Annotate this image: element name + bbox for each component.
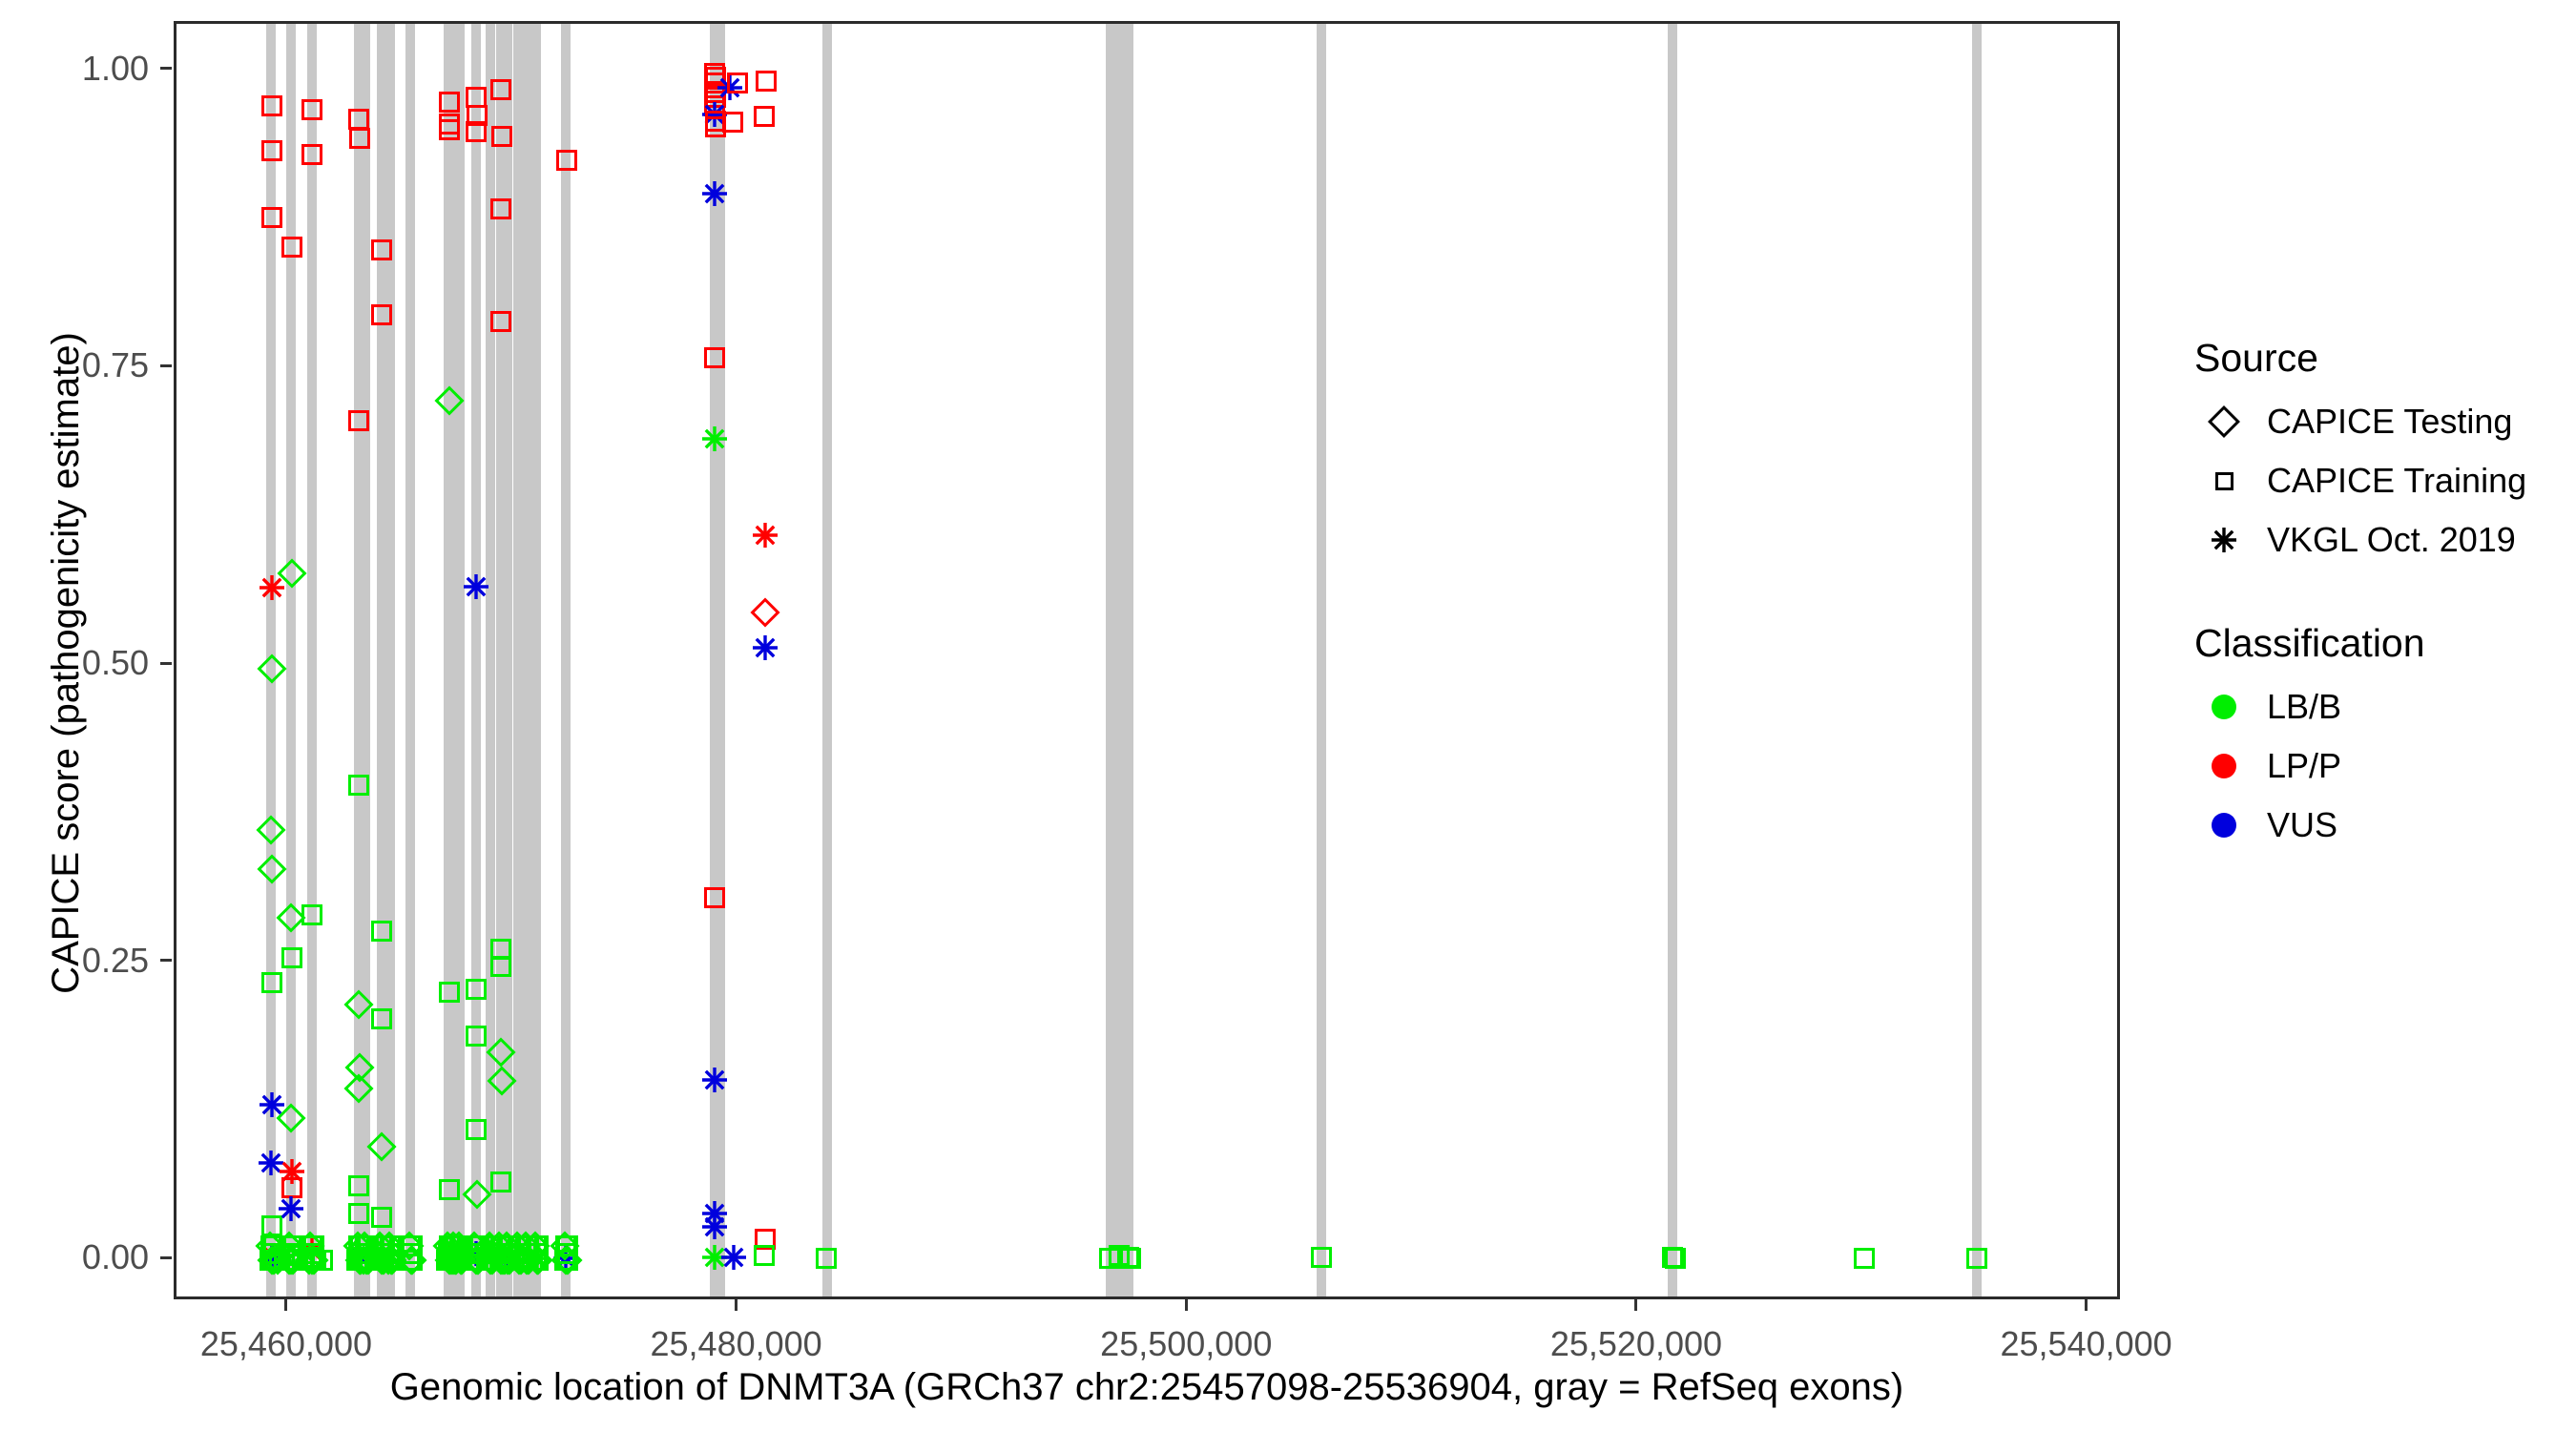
x-axis-tick-mark <box>1634 1299 1638 1311</box>
exon-marker <box>455 24 466 1296</box>
plot-panel <box>174 21 2120 1299</box>
y-axis-tick-mark <box>160 661 172 665</box>
exon-marker <box>266 24 277 1296</box>
exon-marker <box>306 24 317 1296</box>
exon-marker <box>361 24 371 1296</box>
exon-marker <box>531 24 542 1296</box>
point-square <box>1853 1247 1875 1269</box>
x-axis-tick-label: 25,520,000 <box>1549 1324 1723 1363</box>
point-square <box>753 106 775 128</box>
color-dot-icon <box>2194 796 2254 855</box>
legend-item-label: VUS <box>2267 805 2338 844</box>
point-square <box>755 70 777 92</box>
legend-item-classification[interactable]: LB/B <box>2194 677 2576 736</box>
legend-source-title: Source <box>2194 336 2318 380</box>
y-axis-tick-label: 0.25 <box>81 940 149 980</box>
exon-marker <box>354 24 364 1296</box>
x-axis-tick-label: 25,540,000 <box>2000 1324 2172 1363</box>
y-axis-tick-label: 0.00 <box>81 1237 149 1277</box>
exon-marker <box>1317 24 1327 1296</box>
exon-marker <box>521 24 531 1296</box>
legend-item-source[interactable]: CAPICE Testing <box>2194 392 2576 451</box>
color-dot-icon <box>2194 677 2254 736</box>
legend-item-source[interactable]: VKGL Oct. 2019 <box>2194 510 2576 570</box>
y-axis-tick-label: 1.00 <box>81 48 149 88</box>
legend-classification-title: Classification <box>2194 621 2425 665</box>
point-square <box>721 112 743 134</box>
exon-marker <box>502 24 512 1296</box>
legend-item-label: VKGL Oct. 2019 <box>2267 520 2516 559</box>
y-axis-tick-mark <box>160 1255 172 1259</box>
x-axis-tick-label: 25,480,000 <box>650 1324 822 1363</box>
legend-item-label: LB/B <box>2267 687 2342 726</box>
legend-item-label: CAPICE Training <box>2267 461 2527 500</box>
exon-marker <box>513 24 524 1296</box>
point-diamond <box>750 597 780 628</box>
x-axis-title: Genomic location of DNMT3A (GRCh37 chr2:… <box>389 1366 1904 1408</box>
exon-marker <box>449 24 460 1296</box>
point-square <box>754 1245 776 1267</box>
y-axis-tick-mark <box>160 959 172 963</box>
exon-marker <box>821 24 832 1296</box>
exon-marker <box>405 24 416 1296</box>
y-axis-tick-mark <box>160 363 172 367</box>
point-square <box>727 73 749 94</box>
square-icon <box>2194 451 2254 510</box>
y-axis-tick-label: 0.75 <box>81 345 149 385</box>
y-axis-tick-mark <box>160 67 172 71</box>
exon-marker <box>1105 24 1115 1296</box>
x-axis-tick-mark <box>1184 1299 1188 1311</box>
point-asterisk <box>751 521 779 550</box>
exon-marker <box>495 24 506 1296</box>
x-axis-tick-mark <box>284 1299 288 1311</box>
diamond-icon <box>2194 392 2254 451</box>
legend-item-source[interactable]: CAPICE Training <box>2194 451 2576 510</box>
point-asterisk <box>751 633 779 662</box>
legend-item-label: CAPICE Testing <box>2267 402 2513 441</box>
exon-marker <box>1114 24 1125 1296</box>
exon-marker <box>470 24 481 1296</box>
legend-item-label: LP/P <box>2267 746 2342 785</box>
exon-marker <box>1668 24 1678 1296</box>
x-axis-tick-mark <box>2085 1299 2088 1311</box>
exon-marker <box>385 24 396 1296</box>
exon-marker <box>444 24 454 1296</box>
x-axis-tick-label: 25,460,000 <box>199 1324 372 1363</box>
legend-source-block: Source CAPICE Testing CAPICE Training VKGL… <box>2194 336 2576 570</box>
legend: Source CAPICE Testing CAPICE Training VKGL… <box>2194 336 2576 906</box>
x-axis-tick-label: 25,500,000 <box>1100 1324 1273 1363</box>
x-axis-tick-mark <box>735 1299 738 1311</box>
exon-marker <box>1971 24 1982 1296</box>
exon-marker <box>715 24 725 1296</box>
asterisk-icon <box>2194 510 2254 570</box>
exon-marker <box>485 24 495 1296</box>
y-axis-tick-label: 0.50 <box>81 643 149 683</box>
exon-marker <box>561 24 571 1296</box>
legend-item-classification[interactable]: LP/P <box>2194 736 2576 796</box>
point-square <box>755 1228 777 1250</box>
color-dot-icon <box>2194 736 2254 796</box>
legend-classification-block: Classification LB/B LP/P VUS <box>2194 621 2576 855</box>
exon-marker <box>1123 24 1133 1296</box>
exon-marker <box>709 24 719 1296</box>
exon-marker <box>286 24 297 1296</box>
exon-marker <box>376 24 386 1296</box>
legend-item-classification[interactable]: VUS <box>2194 796 2576 855</box>
